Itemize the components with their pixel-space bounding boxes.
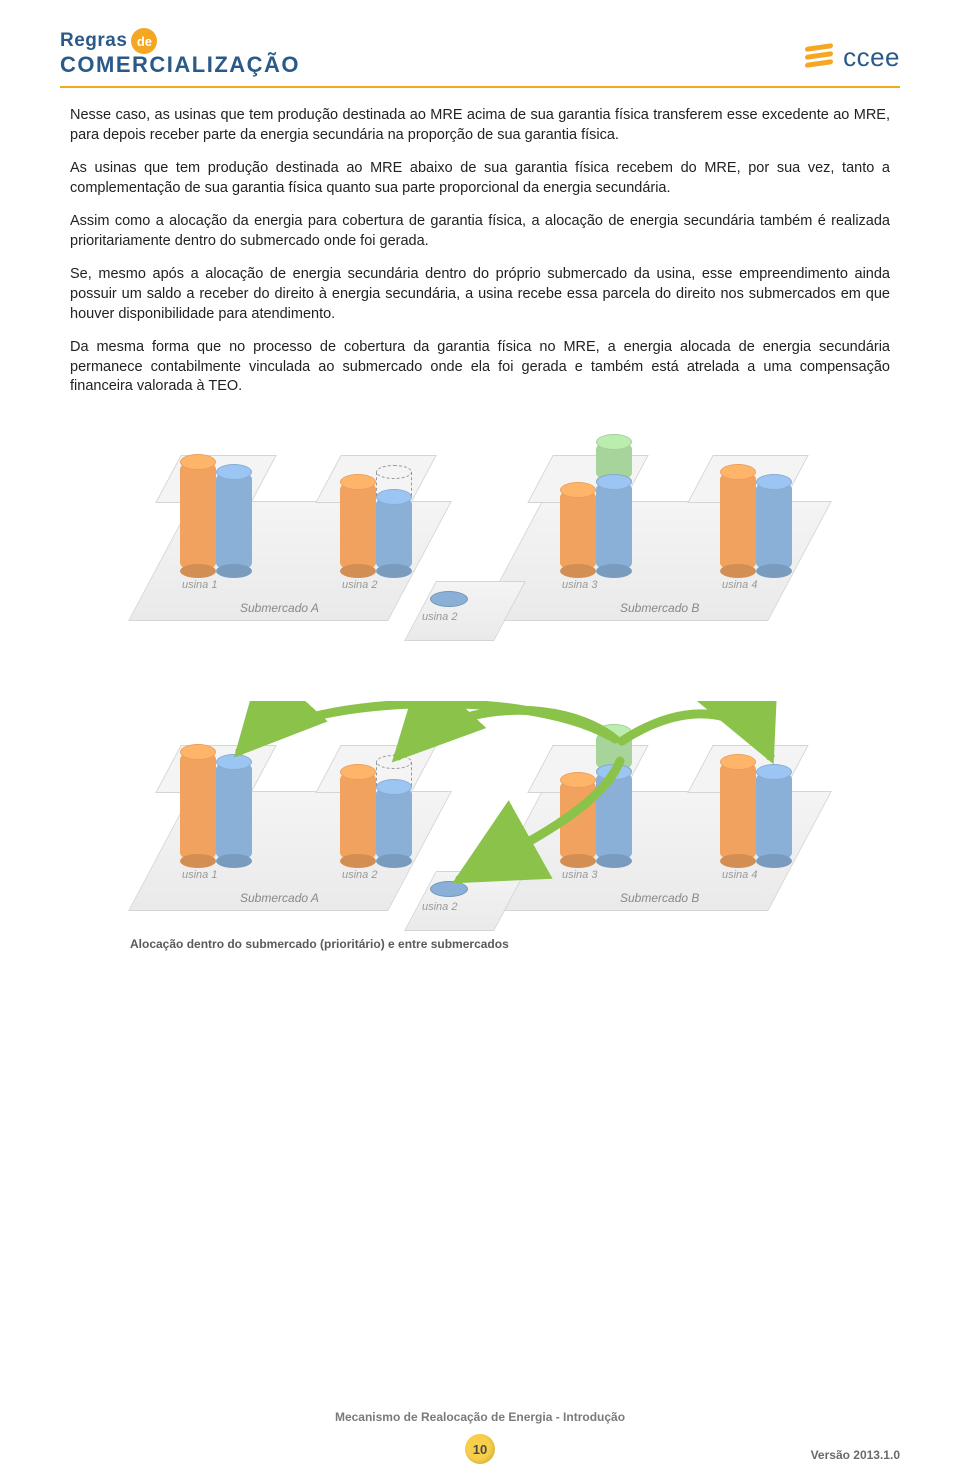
- u1-orange-cylinder: [180, 461, 216, 571]
- label-u1: usina 1: [182, 579, 217, 591]
- mid-disk: [430, 591, 468, 607]
- u3-blue-cylinder: [596, 481, 632, 571]
- d2-u3-blue: [596, 771, 632, 861]
- paragraph-4: Se, mesmo após a alocação de energia sec…: [70, 265, 890, 324]
- d2-label-subB: Submercado B: [620, 891, 699, 905]
- logo-de-icon: de: [131, 28, 157, 54]
- page-number-badge: 10: [465, 1434, 495, 1464]
- d2-u3-orange: [560, 779, 596, 861]
- d2-label-u2b: usina 2: [422, 901, 457, 913]
- diagram-2: (*) (*): [90, 701, 870, 951]
- d2-u1-blue: [216, 761, 252, 861]
- d2-u2-orange: [340, 771, 376, 861]
- logo-comercializacao-text: COMERCIALIZAÇÃO: [60, 52, 300, 78]
- logo-top-row: Regras de: [60, 28, 300, 54]
- body-content: Nesse caso, as usinas que tem produção d…: [0, 106, 960, 951]
- u1-blue-cylinder: [216, 471, 252, 571]
- d2-u1-orange: [180, 751, 216, 861]
- d2-u2-blue: [376, 786, 412, 861]
- label-subB: Submercado B: [620, 601, 699, 615]
- d2-label-u3: usina 3: [562, 869, 597, 881]
- diagram-caption: Alocação dentro do submercado (prioritár…: [130, 937, 870, 951]
- u2-dashed-walls: [376, 472, 412, 496]
- diagram-2-canvas: usina 1 usina 2 usina 2 usina 3 usina 4 …: [90, 701, 870, 931]
- u4-orange-cylinder: [720, 471, 756, 571]
- label-u2b: usina 2: [422, 611, 457, 623]
- u3-orange-cylinder: [560, 489, 596, 571]
- u4-blue-cylinder: [756, 481, 792, 571]
- d2-label-u1: usina 1: [182, 869, 217, 881]
- d2-u2-dashed-walls: [376, 762, 412, 786]
- label-u3: usina 3: [562, 579, 597, 591]
- label-subA: Submercado A: [240, 601, 319, 615]
- logo-regras-comercializacao: Regras de COMERCIALIZAÇÃO: [60, 28, 300, 78]
- diagram-1: usina 1 usina 2 usina 2 usina 3 usina 4 …: [90, 411, 870, 641]
- footer-title: Mecanismo de Realocação de Energia - Int…: [0, 1410, 960, 1424]
- paragraph-3: Assim como a alocação da energia para co…: [70, 212, 890, 251]
- ccee-text: ccee: [843, 42, 900, 73]
- header-divider: [60, 86, 900, 88]
- logo-ccee: ccee: [805, 42, 900, 73]
- d2-u4-orange: [720, 761, 756, 861]
- d2-label-subA: Submercado A: [240, 891, 319, 905]
- u2-blue-cylinder: [376, 496, 412, 571]
- logo-regras-text: Regras: [60, 30, 127, 52]
- page-header: Regras de COMERCIALIZAÇÃO ccee: [0, 0, 960, 86]
- version-label: Versão 2013.1.0: [811, 1448, 900, 1462]
- diagram-1-canvas: usina 1 usina 2 usina 2 usina 3 usina 4 …: [90, 411, 870, 641]
- d2-u4-blue: [756, 771, 792, 861]
- d2-label-u2a: usina 2: [342, 869, 377, 881]
- label-u4: usina 4: [722, 579, 757, 591]
- paragraph-2: As usinas que tem produção destinada ao …: [70, 159, 890, 198]
- ccee-icon: [805, 43, 835, 73]
- d2-mid-disk: [430, 881, 468, 897]
- paragraph-1: Nesse caso, as usinas que tem produção d…: [70, 106, 890, 145]
- d2-label-u4: usina 4: [722, 869, 757, 881]
- label-u2a: usina 2: [342, 579, 377, 591]
- paragraph-5: Da mesma forma que no processo de cobert…: [70, 338, 890, 397]
- u2-orange-cylinder: [340, 481, 376, 571]
